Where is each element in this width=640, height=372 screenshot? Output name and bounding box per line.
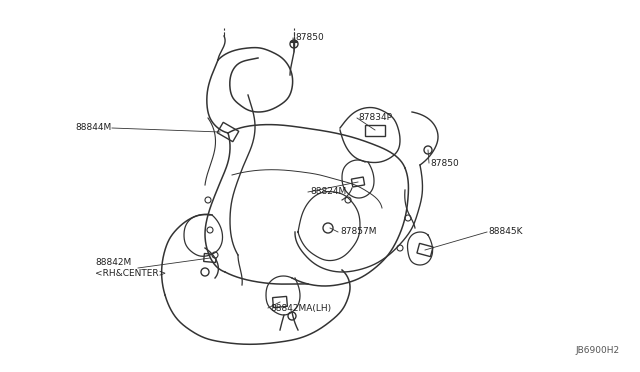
Text: 87834P: 87834P (358, 113, 392, 122)
Text: 88845K: 88845K (488, 228, 522, 237)
Polygon shape (204, 253, 216, 263)
Circle shape (405, 215, 411, 221)
Polygon shape (217, 122, 239, 142)
Text: 87850: 87850 (430, 158, 459, 167)
Text: 88842MA(LH): 88842MA(LH) (270, 304, 331, 312)
Text: JB6900H2: JB6900H2 (576, 346, 620, 355)
Text: 88844M: 88844M (75, 124, 111, 132)
Text: 88842M
<RH&CENTER>: 88842M <RH&CENTER> (95, 258, 166, 278)
Circle shape (207, 227, 213, 233)
Circle shape (397, 245, 403, 251)
Circle shape (290, 40, 298, 48)
Circle shape (212, 252, 218, 258)
Circle shape (288, 312, 296, 320)
Text: 88824M: 88824M (310, 187, 346, 196)
Circle shape (323, 223, 333, 233)
Polygon shape (417, 243, 433, 257)
Circle shape (205, 197, 211, 203)
Text: 87857M: 87857M (340, 228, 376, 237)
Polygon shape (351, 177, 365, 187)
Polygon shape (365, 125, 385, 135)
Polygon shape (273, 296, 287, 308)
Circle shape (201, 268, 209, 276)
Circle shape (424, 146, 432, 154)
Circle shape (345, 197, 351, 203)
Text: 87850: 87850 (295, 33, 324, 42)
